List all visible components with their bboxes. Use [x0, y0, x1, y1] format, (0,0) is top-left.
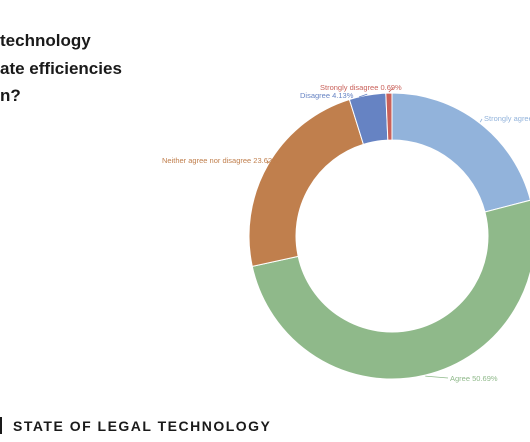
- data-label: Disagree 4.13%: [300, 91, 354, 100]
- slice-neither-agree-nor-disagree: [248, 98, 365, 267]
- footer-title: STATE OF LEGAL TECHNOLOGY: [13, 418, 272, 434]
- data-label: Neither agree nor disagree 23.62%: [162, 156, 279, 165]
- data-label: Strongly disagree 0.69%: [320, 83, 402, 92]
- data-label: Strongly agree: [484, 114, 530, 123]
- question-line-3: n?: [0, 86, 21, 105]
- slice-agree: [251, 199, 530, 380]
- question-line-1: technology: [0, 31, 91, 50]
- slice-strongly-agree: [391, 92, 530, 213]
- leader-line: [358, 93, 368, 98]
- footer-divider: [0, 417, 2, 434]
- leader-line: [479, 118, 483, 123]
- data-label: Agree 50.69%: [450, 374, 498, 383]
- leader-line: [388, 87, 394, 93]
- slice-strongly-disagree: [385, 92, 393, 141]
- question-line-2: ate efficiencies: [0, 59, 122, 78]
- leader-line: [425, 375, 449, 379]
